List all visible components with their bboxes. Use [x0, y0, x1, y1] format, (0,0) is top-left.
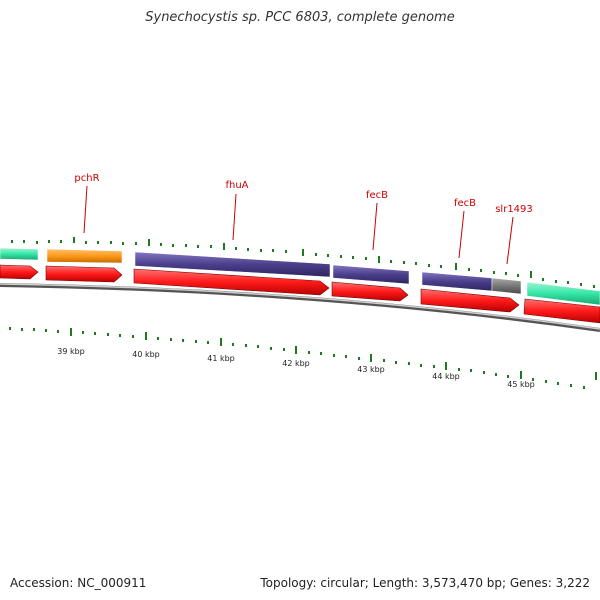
gene-green-right	[526, 281, 600, 306]
scale-label: 41 kbp	[207, 354, 235, 363]
gene-label-slr1493: slr1493	[495, 204, 533, 215]
cds-arrow-2	[45, 265, 123, 283]
cds-arrow-6	[523, 298, 600, 324]
gene-label-fecB-2: fecB	[454, 198, 476, 209]
cds-arrow-4	[331, 281, 409, 302]
gene-green-left	[0, 247, 39, 261]
gene-leader-lines	[83, 185, 514, 265]
gene-label-pchR: pchR	[74, 173, 99, 184]
gene-fhuA	[134, 251, 331, 278]
gene-label-fhuA: fhuA	[225, 180, 248, 191]
cds-track	[0, 264, 600, 324]
gene-fecB-1	[332, 264, 410, 285]
genome-backbone	[0, 283, 600, 332]
scale-label: 39 kbp	[57, 347, 85, 356]
map-title: Synechocystis sp. PCC 6803, complete gen…	[145, 10, 455, 25]
gene-slr1493	[491, 277, 522, 295]
gene-pchR	[46, 248, 123, 264]
cds-arrow-5	[420, 288, 520, 313]
scale-label: 40 kbp	[132, 350, 160, 359]
accession-text: Accession: NC_000911	[10, 576, 147, 590]
cds-arrow-3	[133, 268, 330, 296]
cds-arrow-1	[0, 264, 39, 280]
lower-ticks	[9, 327, 597, 389]
scale-label: 43 kbp	[357, 365, 385, 374]
scale-label: 45 kbp	[507, 380, 535, 389]
gene-label-fecB-1: fecB	[366, 190, 388, 201]
gene-fecB-2	[421, 271, 493, 292]
upper-ticks	[11, 237, 595, 288]
gene-track-upper	[0, 247, 600, 306]
scale-label: 42 kbp	[282, 359, 310, 368]
scale-label: 44 kbp	[432, 372, 460, 381]
genome-summary-text: Topology: circular; Length: 3,573,470 bp…	[260, 576, 590, 590]
